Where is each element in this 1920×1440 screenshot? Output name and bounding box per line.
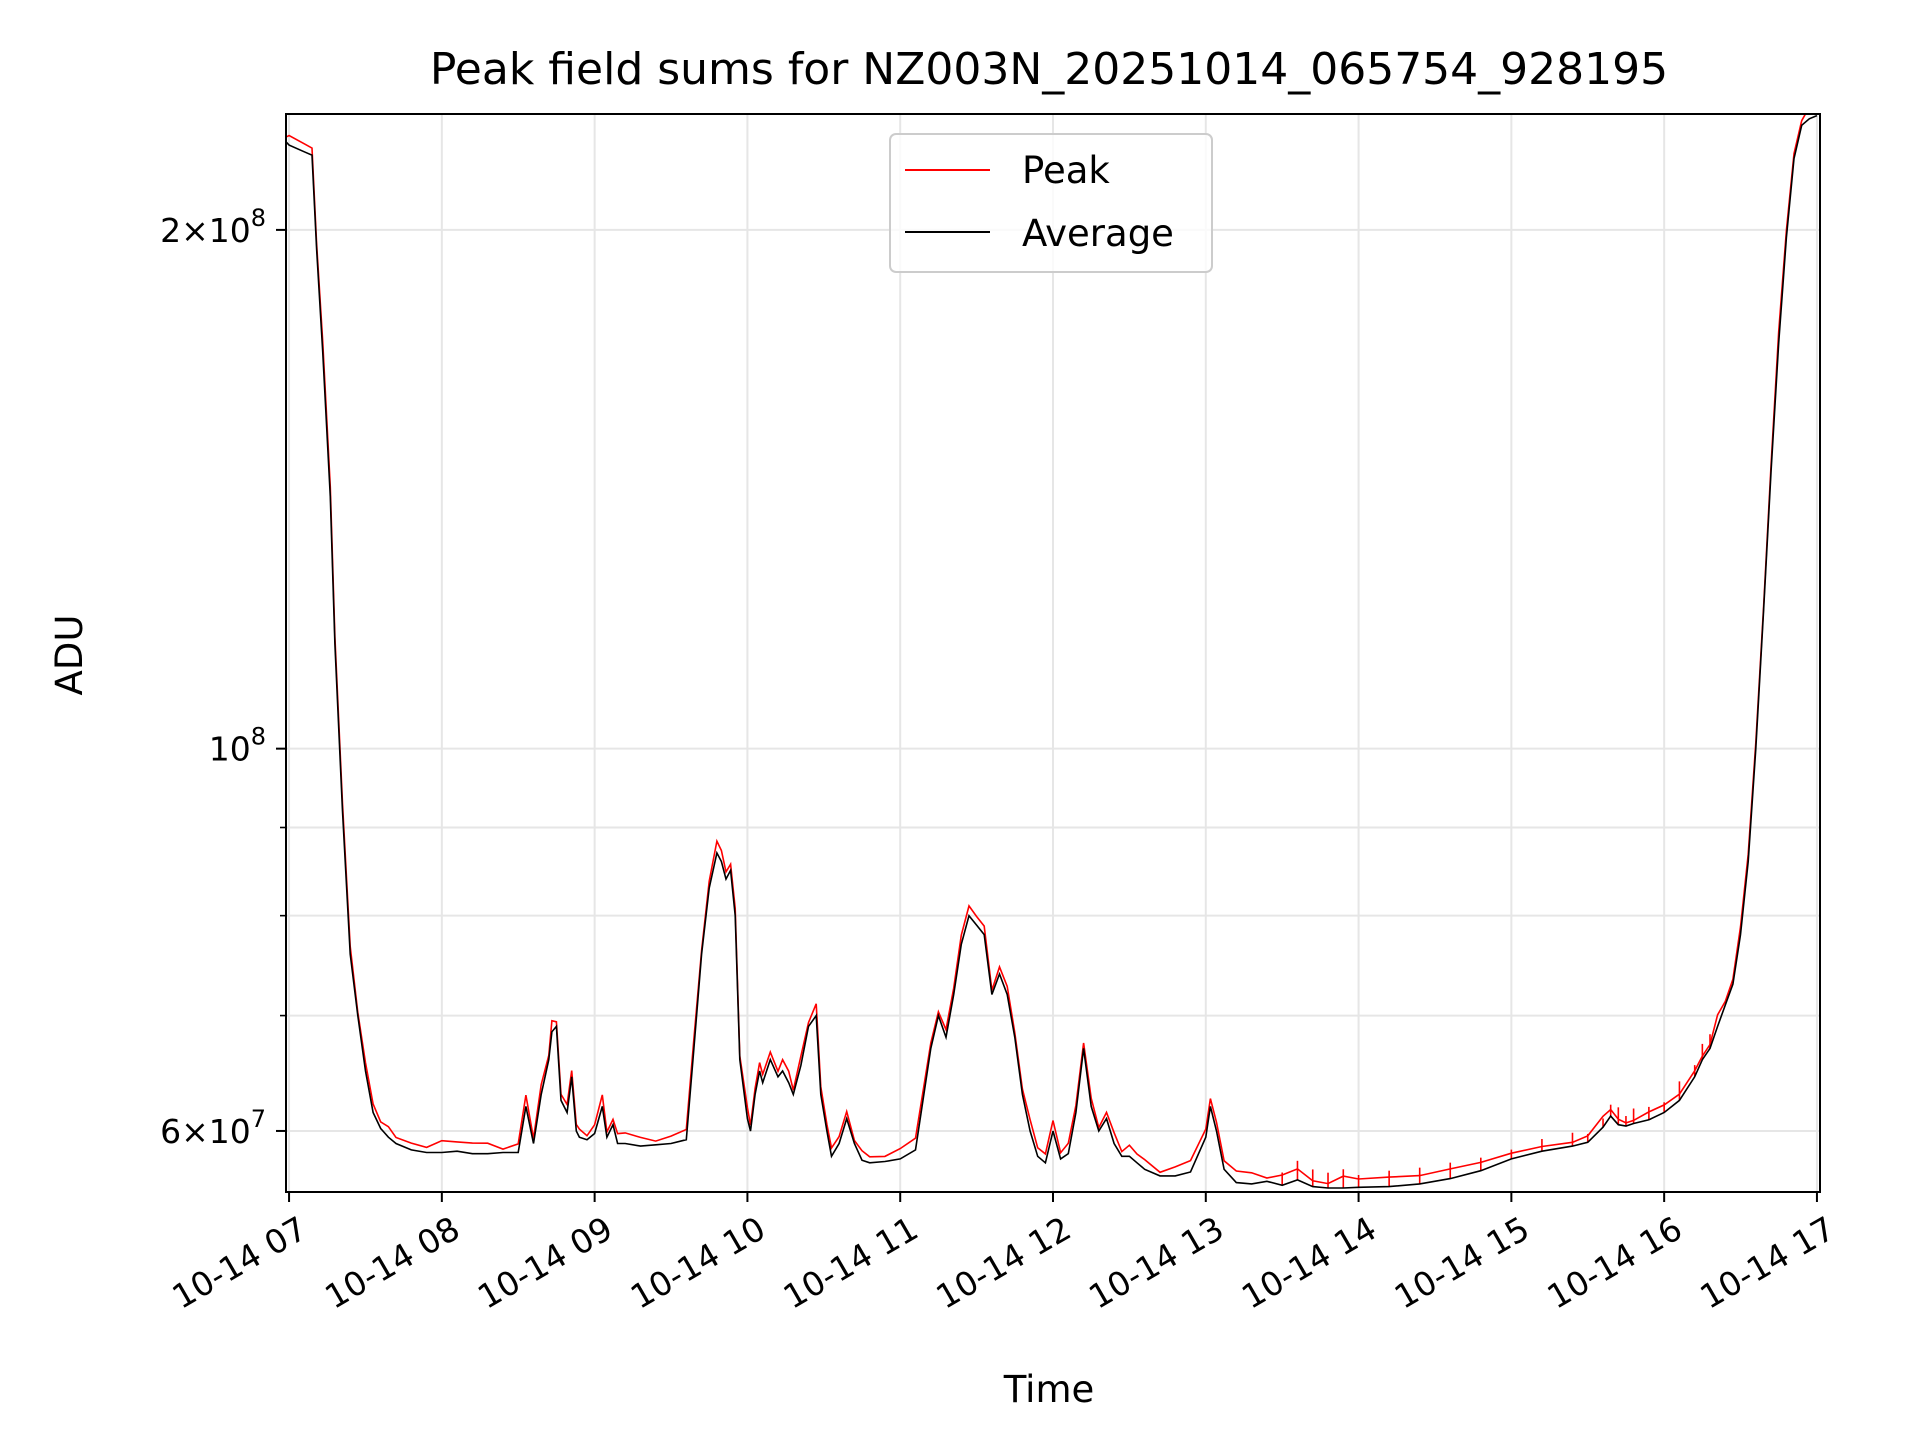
x-tick-label: 10-14 13 bbox=[1082, 1209, 1230, 1317]
x-tick-label: 10-14 10 bbox=[624, 1209, 772, 1317]
legend: Peak Average bbox=[889, 133, 1213, 273]
x-axis-label: Time bbox=[1003, 1368, 1095, 1411]
y-tick-label: 2×108 bbox=[160, 204, 266, 250]
y-tick-label: 6×107 bbox=[160, 1105, 266, 1151]
y-tick-label: 108 bbox=[209, 723, 266, 769]
grid bbox=[286, 114, 1820, 1192]
x-tick-label: 10-14 15 bbox=[1388, 1209, 1536, 1317]
x-tick-label: 10-14 08 bbox=[318, 1209, 466, 1317]
legend-label-average: Average bbox=[1022, 212, 1174, 255]
x-tick-label: 10-14 12 bbox=[929, 1209, 1077, 1317]
x-tick-label: 10-14 09 bbox=[471, 1209, 619, 1317]
legend-label-peak: Peak bbox=[1022, 149, 1110, 192]
x-tick-label: 10-14 14 bbox=[1235, 1209, 1383, 1317]
chart-title: Peak field sums for NZ003N_20251014_0657… bbox=[430, 44, 1668, 95]
average-line bbox=[286, 114, 1818, 1189]
x-tick-label: 10-14 16 bbox=[1541, 1209, 1689, 1317]
y-axis-label: ADU bbox=[48, 615, 91, 696]
x-tick-label: 10-14 11 bbox=[777, 1209, 925, 1317]
series-layer bbox=[286, 114, 1818, 1189]
x-tick-label: 10-14 17 bbox=[1693, 1209, 1841, 1317]
legend-box bbox=[889, 133, 1213, 273]
x-tick-label: 10-14 07 bbox=[165, 1209, 313, 1317]
